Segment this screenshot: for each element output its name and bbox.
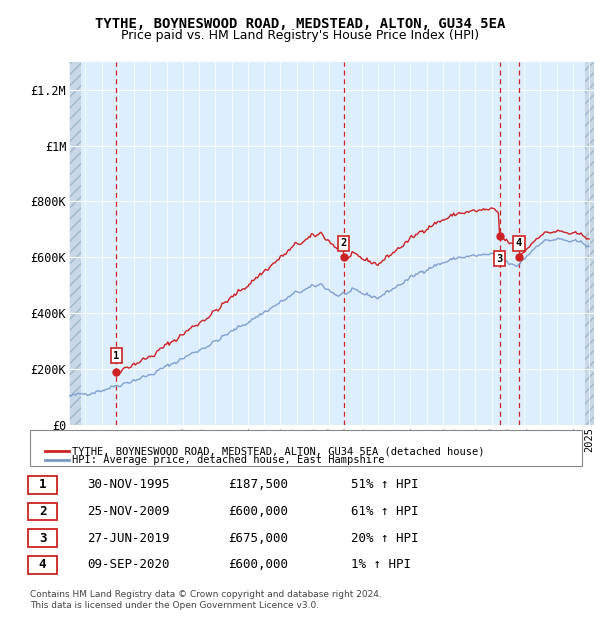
Text: £187,500: £187,500: [228, 479, 288, 491]
Text: 2: 2: [341, 238, 347, 249]
Text: 25-NOV-2009: 25-NOV-2009: [87, 505, 170, 518]
Text: 30-NOV-1995: 30-NOV-1995: [87, 479, 170, 491]
Text: TYTHE, BOYNESWOOD ROAD, MEDSTEAD, ALTON, GU34 5EA: TYTHE, BOYNESWOOD ROAD, MEDSTEAD, ALTON,…: [95, 17, 505, 32]
Text: 51% ↑ HPI: 51% ↑ HPI: [351, 479, 419, 491]
Text: TYTHE, BOYNESWOOD ROAD, MEDSTEAD, ALTON, GU34 5EA (detached house): TYTHE, BOYNESWOOD ROAD, MEDSTEAD, ALTON,…: [72, 446, 485, 456]
Text: 1: 1: [113, 351, 119, 361]
Text: 1% ↑ HPI: 1% ↑ HPI: [351, 559, 411, 571]
Text: 20% ↑ HPI: 20% ↑ HPI: [351, 532, 419, 544]
Text: HPI: Average price, detached house, East Hampshire: HPI: Average price, detached house, East…: [72, 455, 385, 465]
Text: £600,000: £600,000: [228, 559, 288, 571]
Text: Contains HM Land Registry data © Crown copyright and database right 2024.
This d: Contains HM Land Registry data © Crown c…: [30, 590, 382, 609]
Text: Price paid vs. HM Land Registry's House Price Index (HPI): Price paid vs. HM Land Registry's House …: [121, 29, 479, 42]
Text: £675,000: £675,000: [228, 532, 288, 544]
Text: 27-JUN-2019: 27-JUN-2019: [87, 532, 170, 544]
Text: 3: 3: [496, 254, 503, 264]
Text: 4: 4: [516, 238, 522, 249]
Text: 61% ↑ HPI: 61% ↑ HPI: [351, 505, 419, 518]
Text: 09-SEP-2020: 09-SEP-2020: [87, 559, 170, 571]
Text: £600,000: £600,000: [228, 505, 288, 518]
Text: 2: 2: [39, 505, 46, 518]
Text: 3: 3: [39, 532, 46, 544]
Text: 4: 4: [39, 559, 46, 571]
Text: 1: 1: [39, 479, 46, 491]
